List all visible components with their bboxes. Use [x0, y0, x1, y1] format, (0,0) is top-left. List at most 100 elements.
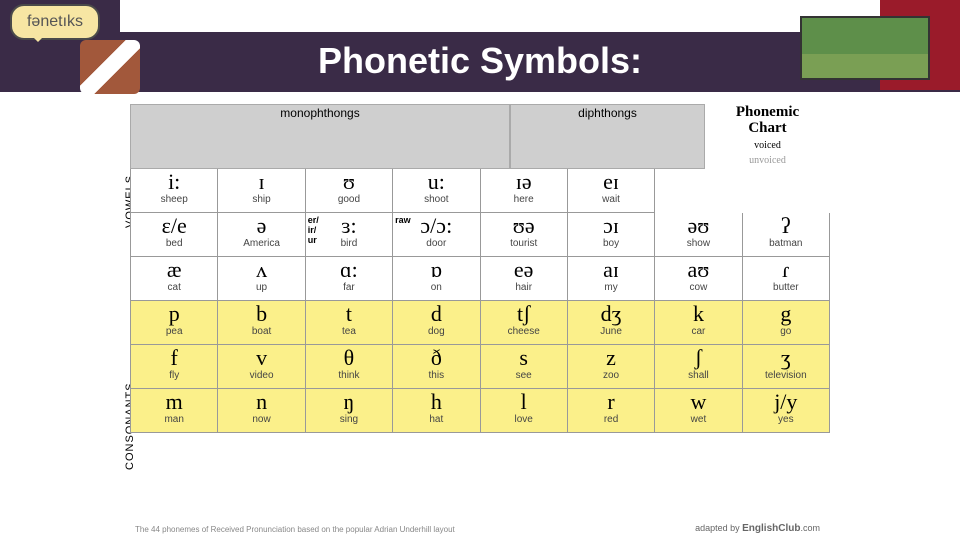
phoneme-symbol: ɑ: — [306, 259, 392, 281]
phoneme-word: hat — [393, 414, 479, 425]
credit-line: adapted by EnglishClub.com — [695, 523, 820, 534]
phoneme-cell: ʔbatman — [743, 213, 830, 257]
phoneme-symbol: ʌ — [218, 259, 304, 281]
phoneme-word: America — [218, 238, 304, 249]
phoneme-symbol: u: — [393, 171, 479, 193]
phoneme-word: bed — [131, 238, 217, 249]
phoneme-word: zoo — [568, 370, 654, 381]
footnote: The 44 phonemes of Received Pronunciatio… — [135, 525, 455, 534]
phoneme-symbol: aʊ — [655, 259, 741, 281]
phoneme-word: shall — [655, 370, 741, 381]
phoneme-symbol: n — [218, 391, 304, 413]
phoneme-cell: ʌup — [218, 257, 305, 301]
phoneme-cell: rawɔ/ɔ:door — [393, 213, 480, 257]
phoneme-word: ship — [218, 194, 304, 205]
phoneme-symbol: ʊ — [306, 171, 392, 193]
phonemic-chart: monophthongs diphthongs Phonemic Chart v… — [130, 104, 830, 433]
phoneme-cell: ʊətourist — [481, 213, 568, 257]
phoneme-word: boat — [218, 326, 304, 337]
phoneme-word: up — [218, 282, 304, 293]
phoneme-cell: er/ ir/ urɜ:bird — [306, 213, 393, 257]
phoneme-cell: ssee — [481, 345, 568, 389]
phoneme-word: think — [306, 370, 392, 381]
phoneme-symbol: ŋ — [306, 391, 392, 413]
phoneme-cell: ɪship — [218, 169, 305, 213]
header-monophthongs: monophthongs — [130, 104, 510, 169]
phoneme-cell — [655, 169, 742, 213]
phoneme-word: cow — [655, 282, 741, 293]
phoneme-word: yes — [743, 414, 829, 425]
phoneme-cell: ŋsing — [306, 389, 393, 433]
phoneme-symbol: m — [131, 391, 217, 413]
phoneme-word: video — [218, 370, 304, 381]
phoneme-cell: kcar — [655, 301, 742, 345]
phoneme-cell: mman — [131, 389, 218, 433]
phoneme-symbol: dʒ — [568, 303, 654, 325]
phoneme-word: fly — [131, 370, 217, 381]
phoneme-word: June — [568, 326, 654, 337]
phoneme-word: butter — [743, 282, 829, 293]
phoneme-word: television — [743, 370, 829, 381]
phoneme-word: wait — [568, 194, 654, 205]
phoneme-symbol: əʊ — [655, 215, 741, 237]
phoneme-word: door — [393, 238, 479, 249]
phoneme-symbol: k — [655, 303, 741, 325]
phoneme-symbol: æ — [131, 259, 217, 281]
phoneme-cell: ɾbutter — [743, 257, 830, 301]
phoneme-symbol: tʃ — [481, 303, 567, 325]
phoneme-cell: wwet — [655, 389, 742, 433]
phoneme-word: see — [481, 370, 567, 381]
phoneme-word: far — [306, 282, 392, 293]
phoneme-cell: əʊshow — [655, 213, 742, 257]
phoneme-symbol: d — [393, 303, 479, 325]
consonant-row-2: fflyvvideoθthinkðthissseezzooʃshallʒtele… — [130, 345, 830, 389]
vowel-row-1: i:sheepɪshipʊgoodu:shootɪəhereeɪwait — [130, 169, 830, 213]
phoneme-symbol: ð — [393, 347, 479, 369]
phoneme-cell: ɪəhere — [481, 169, 568, 213]
phoneme-symbol: ɾ — [743, 259, 829, 281]
phoneme-word: wet — [655, 414, 741, 425]
consonant-row-3: mmannnowŋsinghhatlloverredwwetj/yyes — [130, 389, 830, 433]
phoneme-word: this — [393, 370, 479, 381]
phoneme-word: shoot — [393, 194, 479, 205]
phoneme-cell: zzoo — [568, 345, 655, 389]
phoneme-word: pea — [131, 326, 217, 337]
phoneme-symbol: b — [218, 303, 304, 325]
bubble-text: fənetıks — [27, 13, 83, 31]
phoneme-symbol: f — [131, 347, 217, 369]
phoneme-symbol: w — [655, 391, 741, 413]
phoneme-cell: bboat — [218, 301, 305, 345]
phoneme-cell: æcat — [131, 257, 218, 301]
chart-headers: monophthongs diphthongs Phonemic Chart v… — [130, 104, 830, 169]
consonant-row-1: ppeabboattteaddogtʃcheesedʒJunekcarggo — [130, 301, 830, 345]
cell-annotation: raw — [395, 215, 411, 225]
phoneme-symbol: aɪ — [568, 259, 654, 281]
phoneme-cell: ʒtelevision — [743, 345, 830, 389]
phoneme-word: cat — [131, 282, 217, 293]
phoneme-word: dog — [393, 326, 479, 337]
phoneme-word: now — [218, 414, 304, 425]
phoneme-symbol: ʔ — [743, 215, 829, 237]
phoneme-cell: ɑ:far — [306, 257, 393, 301]
phoneme-cell: hhat — [393, 389, 480, 433]
phoneme-cell: i:sheep — [131, 169, 218, 213]
phoneme-symbol: ʒ — [743, 347, 829, 369]
vowel-row-3: æcatʌupɑ:farɒoneəhairaɪmyaʊcowɾbutter — [130, 257, 830, 301]
phoneme-word: sing — [306, 414, 392, 425]
phoneme-symbol: t — [306, 303, 392, 325]
phoneme-word: show — [655, 238, 741, 249]
phoneme-word: man — [131, 414, 217, 425]
phoneme-cell: vvideo — [218, 345, 305, 389]
phoneme-symbol: p — [131, 303, 217, 325]
phoneme-cell: ɔɪboy — [568, 213, 655, 257]
phoneme-cell: ɒon — [393, 257, 480, 301]
phoneme-cell: ggo — [743, 301, 830, 345]
cell-annotation: er/ ir/ ur — [308, 215, 319, 245]
phoneme-symbol: g — [743, 303, 829, 325]
phoneme-symbol: θ — [306, 347, 392, 369]
phoneme-cell: eəhair — [481, 257, 568, 301]
phoneme-word: cheese — [481, 326, 567, 337]
phoneme-word: good — [306, 194, 392, 205]
phoneme-word: on — [393, 282, 479, 293]
phoneme-symbol: h — [393, 391, 479, 413]
